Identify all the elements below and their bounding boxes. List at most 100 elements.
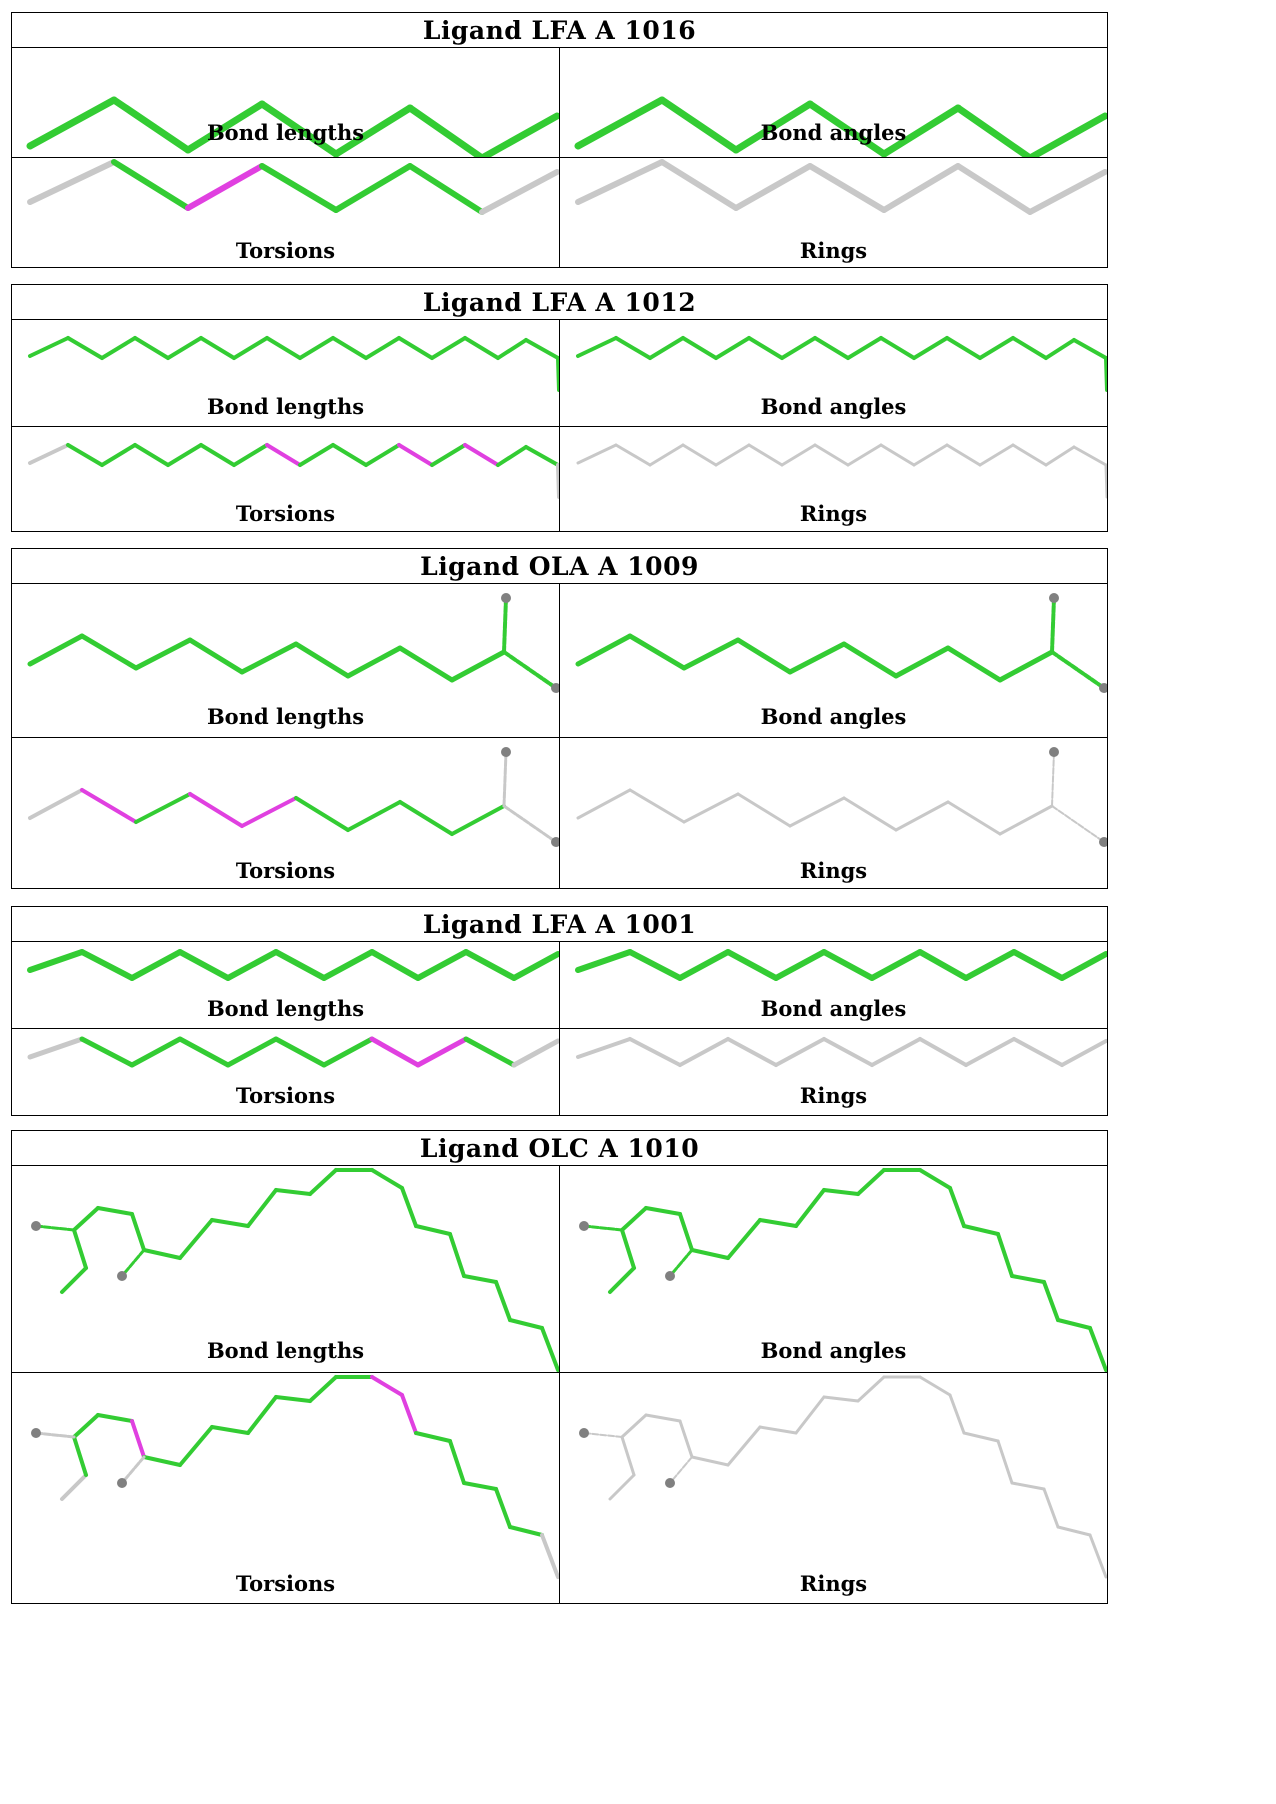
bond-segment [201, 338, 234, 358]
bond-segment [884, 166, 958, 210]
bond-segment [180, 1427, 212, 1465]
panel-bond-lengths: Bond lengths [12, 584, 559, 737]
bond-segment [348, 802, 400, 830]
bond-segment [728, 1220, 760, 1258]
branch-bond [1052, 752, 1054, 806]
bond-segment [234, 338, 267, 358]
bond-segment [872, 952, 920, 978]
bond-segment [242, 798, 296, 826]
bond-segment [452, 806, 504, 834]
oxygen-atom [665, 1478, 675, 1488]
panel-label: Rings [560, 1571, 1107, 1596]
bond-segment [980, 338, 1013, 358]
bond-segment [190, 640, 242, 672]
bond-segment [416, 1226, 450, 1234]
ligand-block-ola-1009: Ligand OLA A 1009 Bond lengths Bond angl… [11, 548, 1108, 889]
panel-rings: Rings [559, 427, 1107, 531]
bond-segment [790, 798, 844, 826]
branch-bond [584, 1226, 622, 1230]
bond-segment [858, 1170, 884, 1194]
bond-segment [947, 445, 980, 465]
bond-segment [728, 952, 776, 978]
oxygen-atom [501, 593, 511, 603]
bond-segment [824, 1397, 858, 1401]
bond-segment [82, 1039, 132, 1065]
bond-segment [1000, 652, 1052, 680]
bond-segment [1074, 447, 1106, 465]
ligand-title: Ligand OLC A 1010 [12, 1131, 1107, 1166]
bond-segment [692, 1457, 728, 1465]
bond-segment [102, 445, 135, 465]
bond-segment [680, 952, 728, 978]
bond-segment [498, 340, 526, 358]
bond-segment [144, 1250, 180, 1258]
bond-segment [646, 1208, 680, 1214]
bond-segment [74, 1415, 98, 1437]
panel-bond-angles: Bond angles [559, 48, 1107, 157]
bond-segment [728, 1427, 760, 1465]
bond-segment [815, 338, 848, 358]
bond-segment [82, 636, 136, 668]
panel-torsions: Torsions [12, 738, 559, 888]
bond-segment [622, 1208, 646, 1230]
bond-segment [896, 648, 948, 676]
bond-segment [399, 338, 432, 358]
bond-segment [300, 445, 333, 465]
ligand-title: Ligand OLA A 1009 [12, 549, 1107, 584]
bond-segment [324, 1039, 372, 1065]
bond-segment [30, 162, 114, 202]
bond-segment [262, 166, 336, 210]
oxygen-atom [117, 1271, 127, 1281]
bond-segment [966, 1039, 1014, 1065]
bond-segment [680, 1421, 692, 1457]
bond-segment [964, 1226, 998, 1234]
bond-segment [1046, 447, 1074, 465]
ligand-block-olc-1010: Ligand OLC A 1010 Bond lengths Bond angl… [11, 1130, 1108, 1604]
panel-torsions: Torsions [12, 1029, 559, 1115]
ligand-block-lfa-1001: Ligand LFA A 1001 Bond lengths Bond angl… [11, 906, 1108, 1116]
bond-segment [333, 445, 366, 465]
branch-bond [36, 1226, 74, 1230]
bond-segment [1000, 806, 1052, 834]
bond-segment [30, 338, 68, 356]
bond-segment [980, 445, 1013, 465]
bond-segment [749, 338, 782, 358]
bond-segment [498, 447, 526, 465]
bond-segment [630, 952, 680, 978]
bond-segment [1106, 358, 1107, 390]
bond-segment [824, 952, 872, 978]
oxygen-atom [501, 747, 511, 757]
bond-segment [510, 1527, 542, 1535]
branch-bond [1052, 806, 1104, 842]
bond-segment [82, 952, 132, 978]
bond-segment [1062, 954, 1106, 978]
bond-segment [98, 1415, 132, 1421]
bond-segment [610, 1268, 634, 1292]
bond-segment [68, 445, 102, 465]
bond-segment [738, 794, 790, 826]
bond-segment [616, 338, 650, 358]
bond-segment [760, 1427, 796, 1433]
bond-segment [310, 1170, 336, 1194]
panel-label: Torsions [12, 238, 559, 263]
panel-bond-angles: Bond angles [559, 942, 1107, 1028]
bond-segment [452, 652, 504, 680]
bond-segment [188, 166, 262, 208]
bond-segment [465, 445, 498, 465]
bond-segment [848, 445, 881, 465]
panel-label: Bond angles [560, 704, 1107, 729]
bond-segment [228, 952, 276, 978]
panel-label: Rings [560, 501, 1107, 526]
bond-segment [400, 648, 452, 680]
branch-bond [504, 752, 506, 806]
bond-segment [98, 1208, 132, 1214]
bond-segment [790, 644, 844, 672]
bond-segment [132, 952, 180, 978]
bond-segment [348, 648, 400, 676]
bond-segment [144, 1457, 180, 1465]
bond-segment [418, 1039, 466, 1065]
bond-segment [62, 1475, 86, 1499]
oxygen-atom [117, 1478, 127, 1488]
bond-segment [450, 1441, 464, 1483]
bond-segment [796, 1190, 824, 1226]
